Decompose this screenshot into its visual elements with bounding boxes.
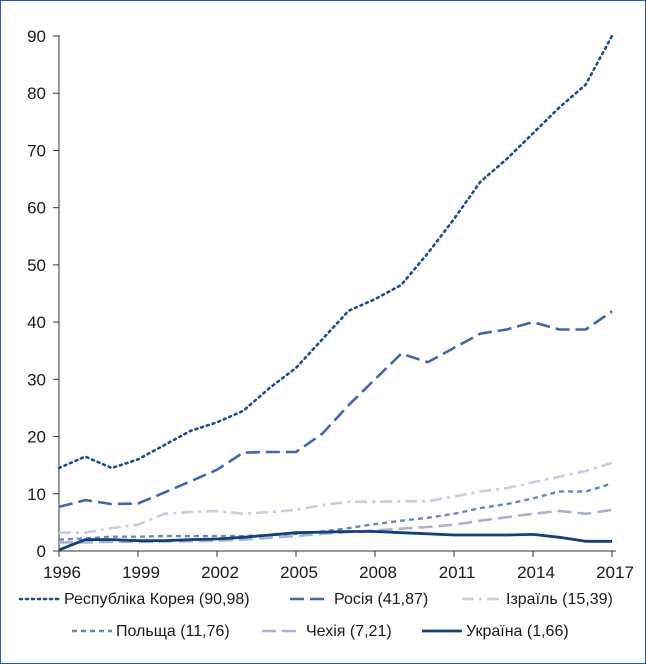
legend-label: Польща (11,76) <box>116 623 230 640</box>
y-tick-label: 20 <box>27 428 46 447</box>
legend-label: Ізраїль (15,39) <box>506 591 613 608</box>
series-line-3 <box>58 482 613 541</box>
y-tick-label: 0 <box>37 542 46 561</box>
series-line-0 <box>57 34 614 470</box>
legend-item: Росія (41,87) <box>290 591 428 608</box>
series-line-5 <box>58 530 612 552</box>
x-tick-label: 2005 <box>280 563 318 582</box>
series-lines <box>57 34 614 552</box>
legend-label: Україна (1,66) <box>466 623 569 640</box>
legend-item: Ізраїль (15,39) <box>462 591 613 608</box>
y-tick-label: 90 <box>27 27 46 46</box>
y-tick-label: 60 <box>27 199 46 218</box>
y-tick-label: 10 <box>27 485 46 504</box>
y-tick-label: 80 <box>27 84 46 103</box>
x-tick-label: 2008 <box>359 563 397 582</box>
legend-label: Чехія (7,21) <box>306 623 392 640</box>
y-tick-label: 40 <box>27 313 46 332</box>
legend-item: Україна (1,66) <box>422 623 569 640</box>
legend: Республіка Корея (90,98) Росія (41,87) Ізр… <box>18 591 613 640</box>
legend-item: Польща (11,76) <box>72 623 230 640</box>
legend-label: Республіка Корея (90,98) <box>64 591 250 608</box>
y-tick-label: 70 <box>27 141 46 160</box>
y-tick-label: 30 <box>27 370 46 389</box>
x-tick-label: 2014 <box>517 563 555 582</box>
series-line-1 <box>58 310 613 509</box>
y-tick-group: 0 10 20 30 40 50 60 70 80 90 <box>27 27 59 561</box>
x-tick-label: 2017 <box>596 563 634 582</box>
legend-label: Росія (41,87) <box>334 591 428 608</box>
chart-axes <box>58 35 616 552</box>
legend-item: Республіка Корея (90,98) <box>18 591 250 608</box>
x-tick-group: 1996 1999 2002 2005 2008 2011 2014 2017 <box>43 551 634 582</box>
legend-item: Чехія (7,21) <box>262 623 392 640</box>
x-tick-label: 1999 <box>122 563 160 582</box>
x-tick-label: 1996 <box>43 563 81 582</box>
series-line-2 <box>59 461 613 535</box>
x-tick-label: 2002 <box>201 563 239 582</box>
x-tick-label: 2011 <box>439 563 476 582</box>
y-tick-label: 50 <box>27 256 46 275</box>
